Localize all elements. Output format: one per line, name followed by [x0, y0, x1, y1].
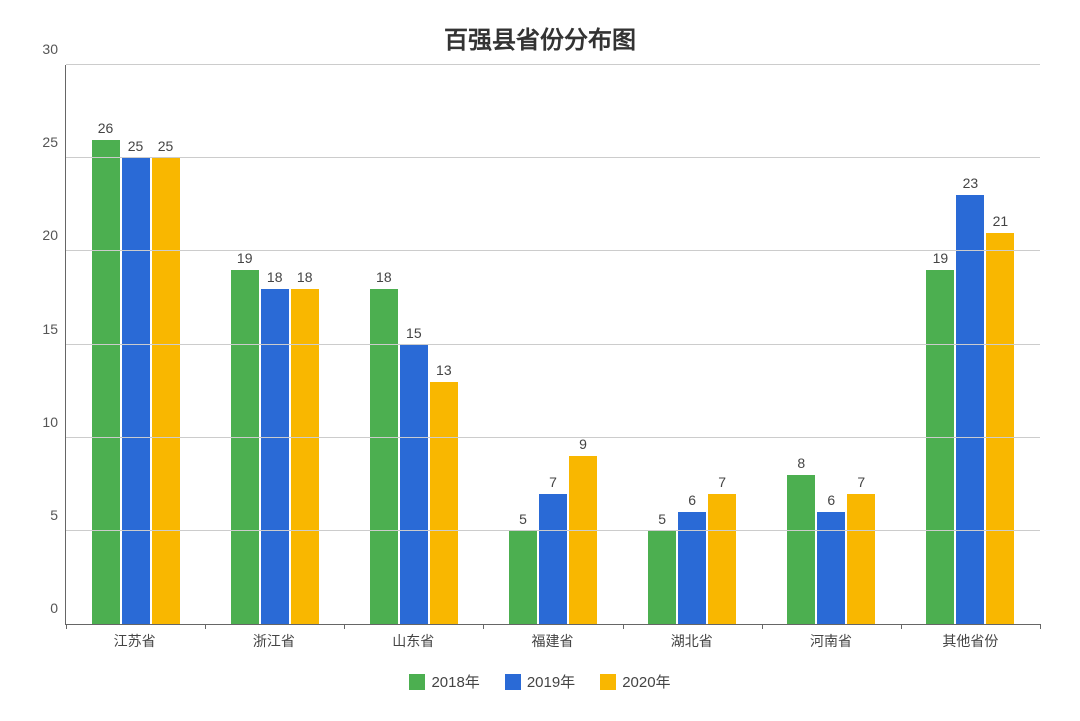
x-axis-label: 其他省份: [901, 631, 1040, 651]
legend-label: 2018年: [431, 671, 479, 692]
chart-title: 百强县省份分布图: [30, 20, 1050, 55]
bar: 21: [986, 233, 1014, 624]
y-tick-label: 20: [42, 227, 58, 243]
bars-area: 262525191818181513579567867192321: [66, 65, 1040, 624]
plot-area: 262525191818181513579567867192321 051015…: [65, 65, 1040, 625]
bar: 25: [122, 158, 150, 624]
bar: 26: [92, 140, 120, 624]
bar: 9: [569, 456, 597, 624]
category-group: 567: [623, 65, 762, 624]
bar-value-label: 7: [857, 474, 865, 490]
bar: 13: [430, 382, 458, 624]
x-tick: [205, 624, 206, 629]
x-axis-label: 浙江省: [204, 631, 343, 651]
x-tick: [483, 624, 484, 629]
chart-container: 百强县省份分布图 2625251918181815135795678671923…: [0, 0, 1080, 721]
grid-line: [66, 250, 1040, 251]
bar-value-label: 7: [718, 474, 726, 490]
legend-label: 2019年: [527, 671, 575, 692]
y-tick-label: 5: [50, 507, 58, 523]
x-tick: [901, 624, 902, 629]
bar-value-label: 15: [406, 325, 422, 341]
x-axis-label: 河南省: [761, 631, 900, 651]
bar-value-label: 13: [436, 362, 452, 378]
bar-value-label: 23: [963, 175, 979, 191]
bar: 19: [926, 270, 954, 624]
bar: 7: [708, 494, 736, 624]
x-axis-label: 湖北省: [622, 631, 761, 651]
legend-swatch: [409, 674, 425, 690]
x-tick: [344, 624, 345, 629]
bar-value-label: 25: [158, 138, 174, 154]
legend-swatch: [600, 674, 616, 690]
bar: 18: [291, 289, 319, 624]
bar-value-label: 21: [993, 213, 1009, 229]
legend-item: 2020年: [600, 671, 670, 692]
bar: 19: [231, 270, 259, 624]
category-group: 192321: [901, 65, 1040, 624]
category-group: 191818: [205, 65, 344, 624]
bar-value-label: 5: [658, 511, 666, 527]
bar-value-label: 7: [549, 474, 557, 490]
bar: 8: [787, 475, 815, 624]
grid-line: [66, 344, 1040, 345]
grid-line: [66, 64, 1040, 65]
bar: 7: [539, 494, 567, 624]
x-axis-label: 福建省: [483, 631, 622, 651]
legend-item: 2019年: [505, 671, 575, 692]
x-axis-label: 山东省: [344, 631, 483, 651]
x-tick: [1040, 624, 1041, 629]
bar: 18: [370, 289, 398, 624]
bar-value-label: 18: [376, 269, 392, 285]
y-tick-label: 0: [50, 600, 58, 616]
grid-line: [66, 530, 1040, 531]
bar: 18: [261, 289, 289, 624]
bar-value-label: 8: [797, 455, 805, 471]
category-group: 579: [483, 65, 622, 624]
bar-value-label: 18: [267, 269, 283, 285]
grid-line: [66, 437, 1040, 438]
bar-value-label: 6: [688, 492, 696, 508]
x-tick: [762, 624, 763, 629]
bar: 7: [847, 494, 875, 624]
legend-label: 2020年: [622, 671, 670, 692]
x-tick: [623, 624, 624, 629]
x-axis-label: 江苏省: [65, 631, 204, 651]
x-tick: [66, 624, 67, 629]
bar-value-label: 18: [297, 269, 313, 285]
bar-value-label: 5: [519, 511, 527, 527]
x-axis-labels: 江苏省浙江省山东省福建省湖北省河南省其他省份: [65, 631, 1040, 651]
bar-value-label: 19: [237, 250, 253, 266]
legend: 2018年 2019年 2020年: [30, 671, 1050, 692]
legend-item: 2018年: [409, 671, 479, 692]
y-tick-label: 15: [42, 321, 58, 337]
bar-value-label: 25: [128, 138, 144, 154]
category-group: 181513: [344, 65, 483, 624]
grid-line: [66, 157, 1040, 158]
y-tick-label: 10: [42, 414, 58, 430]
bar: 5: [648, 531, 676, 624]
bar-value-label: 6: [827, 492, 835, 508]
legend-swatch: [505, 674, 521, 690]
y-tick-label: 25: [42, 134, 58, 150]
y-tick-label: 30: [42, 41, 58, 57]
bar: 5: [509, 531, 537, 624]
category-group: 262525: [66, 65, 205, 624]
bar-value-label: 19: [933, 250, 949, 266]
bar-value-label: 9: [579, 436, 587, 452]
bar: 15: [400, 345, 428, 625]
bar: 25: [152, 158, 180, 624]
category-group: 867: [762, 65, 901, 624]
bar: 23: [956, 195, 984, 624]
bar-value-label: 26: [98, 120, 114, 136]
